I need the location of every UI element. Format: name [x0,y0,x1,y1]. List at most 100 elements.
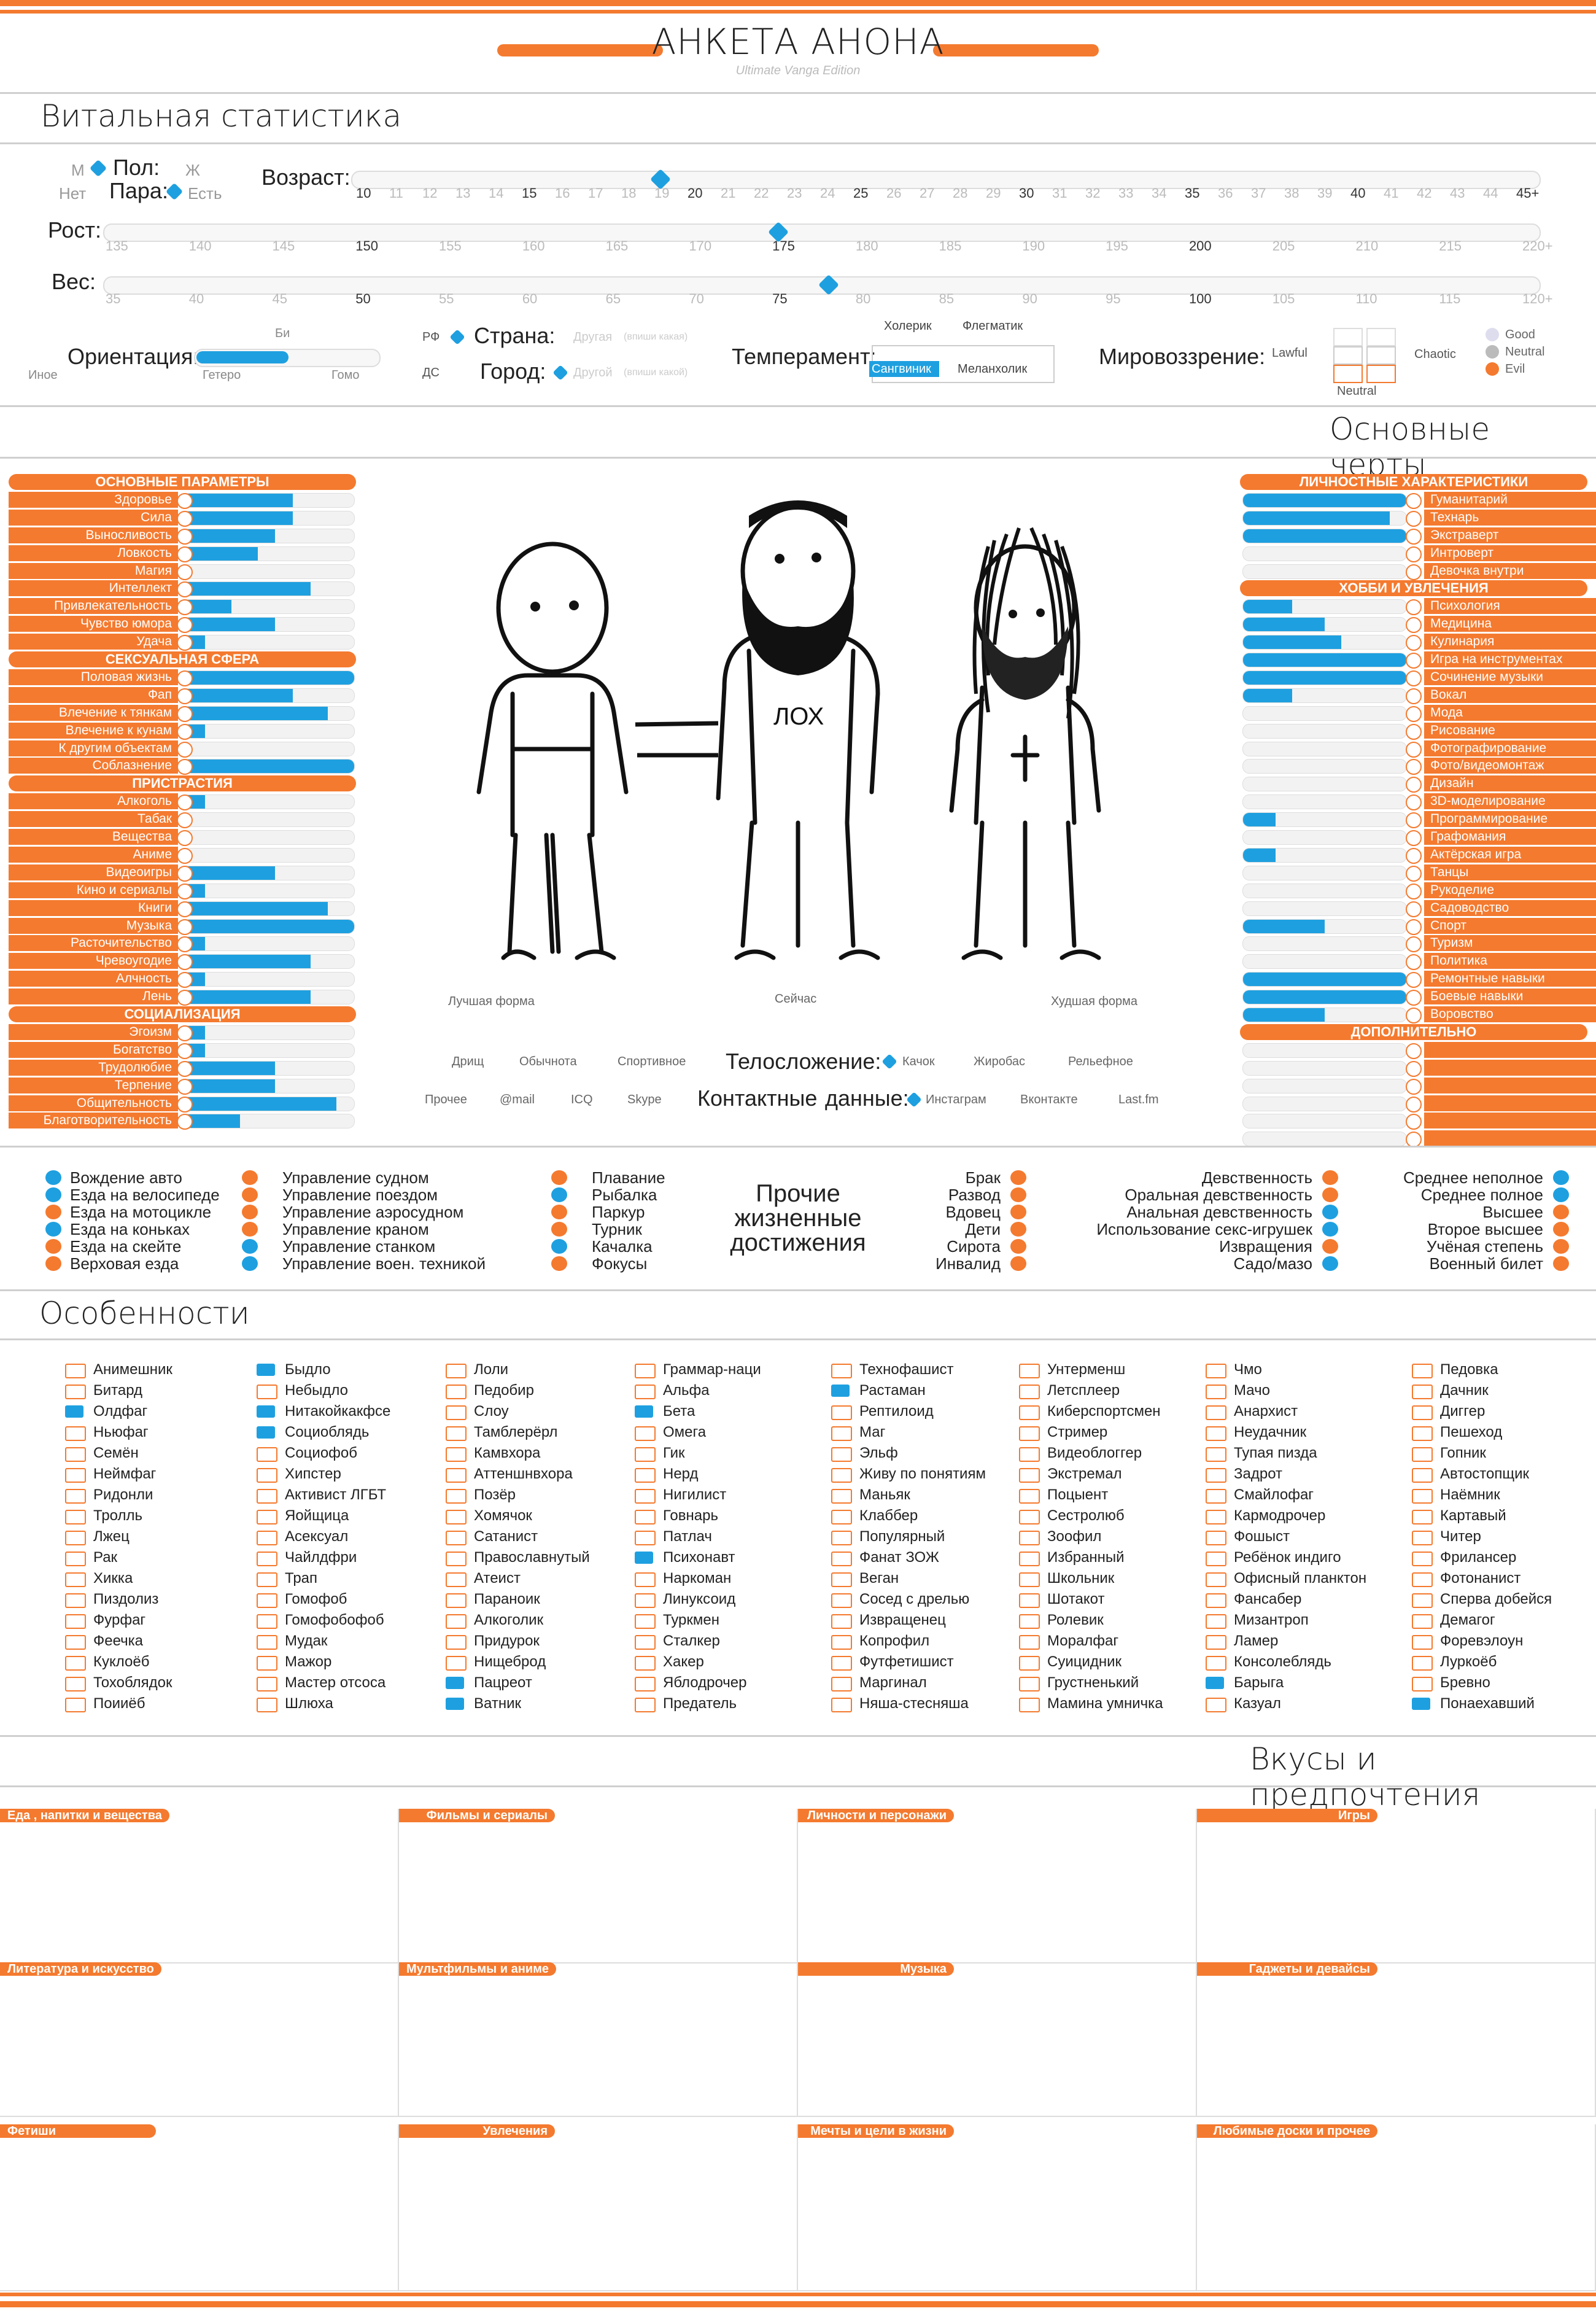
feature-checkbox[interactable] [446,1489,467,1504]
pref-box[interactable] [0,1962,399,2117]
trait-gauge[interactable] [1242,883,1407,898]
feature-checkbox[interactable] [446,1614,467,1629]
feature-checkbox[interactable] [1206,1447,1226,1462]
trait-gauge[interactable] [1242,1078,1407,1093]
feature-checkbox[interactable] [831,1510,852,1524]
achievement-item[interactable]: Оральная девственность [0,1186,1596,1203]
feature-checkbox[interactable] [257,1677,277,1691]
feature-checkbox[interactable] [1412,1489,1433,1504]
feature-checkbox[interactable] [1412,1531,1433,1545]
feature-checkbox[interactable] [635,1614,656,1629]
feature-checkbox[interactable] [1206,1614,1226,1629]
achievement-item[interactable]: Инвалид [0,1255,1596,1272]
feature-checkbox[interactable] [1019,1447,1040,1462]
trait-gauge[interactable] [1242,528,1407,543]
feature-checkbox[interactable] [1019,1510,1040,1524]
feature-checkbox[interactable] [1206,1468,1226,1483]
feature-checkbox[interactable] [1019,1468,1040,1483]
feature-checkbox[interactable] [831,1614,852,1629]
achievement-item[interactable]: Рыбалка [0,1186,1596,1203]
achievement-item[interactable]: Сирота [0,1238,1596,1255]
trait-gauge[interactable] [1242,972,1407,987]
achievement-item[interactable]: Турник [0,1221,1596,1238]
feature-checkbox[interactable] [831,1635,852,1650]
feature-checkbox[interactable] [65,1468,86,1483]
feature-checkbox[interactable] [257,1364,275,1376]
trait-gauge[interactable] [1242,759,1407,774]
trait-gauge[interactable] [178,1078,355,1093]
feature-checkbox[interactable] [446,1447,467,1462]
trait-gauge[interactable] [178,847,355,863]
feature-checkbox[interactable] [1206,1572,1226,1587]
feature-checkbox[interactable] [257,1385,277,1399]
pref-box[interactable] [798,2124,1197,2291]
trait-gauge[interactable] [1242,546,1407,561]
achievement-item[interactable]: Качалка [0,1238,1596,1255]
city-other-toggle[interactable] [552,365,568,381]
feature-checkbox[interactable] [1206,1552,1226,1566]
trait-gauge[interactable] [178,599,355,615]
feature-checkbox[interactable] [831,1468,852,1483]
trait-gauge[interactable] [178,901,355,916]
achievement-item[interactable]: Использование секс-игрушек [0,1221,1596,1238]
feature-checkbox[interactable] [446,1698,464,1710]
trait-gauge[interactable] [178,865,355,880]
achievement-item[interactable]: Военный билет [0,1255,1596,1272]
feature-checkbox[interactable] [257,1572,277,1587]
feature-checkbox[interactable] [635,1531,656,1545]
feature-checkbox[interactable] [1206,1531,1226,1545]
feature-checkbox[interactable] [65,1635,86,1650]
feature-checkbox[interactable] [1206,1405,1226,1420]
trait-gauge[interactable] [1242,777,1407,792]
feature-checkbox[interactable] [1206,1510,1226,1524]
achievement-item[interactable]: Дети [0,1221,1596,1238]
achievement-item[interactable]: Езда на велосипеде [0,1186,1596,1203]
feature-checkbox[interactable] [446,1635,467,1650]
achievement-item[interactable]: Управление поездом [0,1186,1596,1203]
feature-checkbox[interactable] [1019,1364,1040,1378]
feature-checkbox[interactable] [65,1614,86,1629]
contact-opt-1[interactable]: @mail [500,1093,535,1106]
trait-gauge[interactable] [178,635,355,650]
trait-gauge[interactable] [1242,1043,1407,1058]
trait-gauge[interactable] [178,528,355,543]
achievement-item[interactable]: Фокусы [0,1255,1596,1272]
contact-opt-0[interactable]: Прочее [425,1093,467,1106]
trait-gauge[interactable] [178,688,355,703]
pref-box[interactable] [399,1809,798,1963]
feature-checkbox[interactable] [1412,1405,1433,1420]
achievement-item[interactable]: Плавание [0,1169,1596,1186]
trait-gauge[interactable] [1242,741,1407,756]
build-opt-1[interactable]: Обычнота [519,1055,577,1068]
feature-checkbox[interactable] [635,1656,656,1671]
feature-checkbox[interactable] [257,1593,277,1608]
pref-box[interactable] [0,2124,399,2291]
trait-gauge[interactable] [1242,901,1407,916]
feature-checkbox[interactable] [1019,1385,1040,1399]
feature-checkbox[interactable] [831,1593,852,1608]
trait-gauge[interactable] [1242,794,1407,810]
feature-checkbox[interactable] [446,1510,467,1524]
feature-checkbox[interactable] [635,1572,656,1587]
pref-box[interactable] [1197,1809,1596,1963]
feature-checkbox[interactable] [1206,1593,1226,1608]
contact-opt-2[interactable]: ICQ [571,1093,593,1106]
feature-checkbox[interactable] [257,1698,277,1712]
feature-checkbox[interactable] [635,1426,656,1441]
feature-checkbox[interactable] [1412,1510,1433,1524]
build-opt-2[interactable]: Спортивное [618,1055,686,1068]
feature-checkbox[interactable] [1019,1489,1040,1504]
feature-checkbox[interactable] [1019,1572,1040,1587]
trait-gauge[interactable] [178,492,355,508]
feature-checkbox[interactable] [1412,1385,1433,1399]
feature-checkbox[interactable] [65,1405,83,1418]
feature-checkbox[interactable] [635,1635,656,1650]
feature-checkbox[interactable] [1412,1656,1433,1671]
feature-checkbox[interactable] [446,1552,467,1566]
trait-gauge[interactable] [1242,723,1407,739]
trait-gauge[interactable] [178,990,355,1005]
feature-checkbox[interactable] [446,1364,467,1378]
feature-checkbox[interactable] [635,1677,656,1691]
contact-opt-4[interactable]: Инстаграм [926,1093,986,1106]
trait-gauge[interactable] [178,510,355,526]
